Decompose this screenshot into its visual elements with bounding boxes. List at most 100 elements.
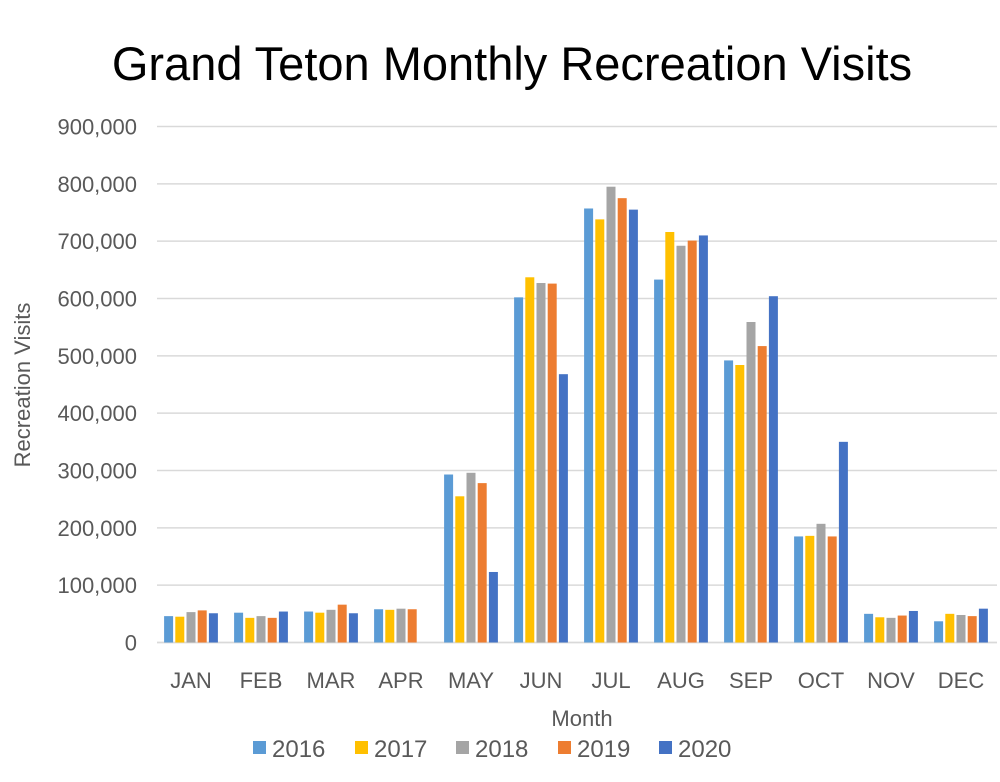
bar-feb-2019 <box>267 617 277 643</box>
bar-sep-2017 <box>735 365 745 643</box>
bar-jul-2016 <box>584 208 594 643</box>
bar-aug-2018 <box>676 245 686 643</box>
bar-mar-2017 <box>315 612 325 643</box>
bar-jun-2017 <box>525 277 535 643</box>
bar-aug-2020 <box>698 235 708 643</box>
x-tick-label: MAR <box>307 668 356 693</box>
bar-feb-2017 <box>245 617 255 643</box>
bar-oct-2016 <box>794 536 804 643</box>
y-axis-ticks: 0 100,000 200,000 300,000 400,000 500,000 600,… <box>57 115 137 656</box>
legend-label: 2017 <box>374 736 427 763</box>
bar-oct-2020 <box>838 441 848 643</box>
y-axis-title: Recreation Visits <box>10 303 35 468</box>
bar-may-2020 <box>488 571 498 643</box>
bar-apr-2018 <box>396 608 406 643</box>
y-tick-label: 400,000 <box>57 401 137 426</box>
bar-jan-2018 <box>186 612 196 643</box>
legend-label: 2016 <box>272 736 325 763</box>
bar-jun-2019 <box>547 283 557 643</box>
bars <box>164 186 988 643</box>
x-tick-label: AUG <box>657 668 705 693</box>
y-tick-label: 600,000 <box>57 287 137 312</box>
y-tick-label: 900,000 <box>57 115 137 140</box>
y-tick-label: 500,000 <box>57 344 137 369</box>
x-tick-label: APR <box>378 668 423 693</box>
x-tick-label: OCT <box>798 668 844 693</box>
bar-nov-2020 <box>908 610 918 643</box>
bar-nov-2018 <box>886 617 896 643</box>
x-tick-label: JAN <box>170 668 212 693</box>
bar-jan-2020 <box>208 613 218 643</box>
bar-aug-2017 <box>665 231 675 643</box>
bar-mar-2020 <box>348 613 358 643</box>
bar-sep-2019 <box>757 346 767 643</box>
y-tick-label: 800,000 <box>57 172 137 197</box>
x-tick-label: NOV <box>867 668 915 693</box>
bar-jun-2020 <box>558 374 568 643</box>
bar-oct-2019 <box>827 536 837 643</box>
y-tick-label: 700,000 <box>57 229 137 254</box>
bar-aug-2019 <box>687 240 697 643</box>
legend-label: 2018 <box>475 736 528 763</box>
bar-jul-2017 <box>595 219 605 643</box>
legend-swatch-2018 <box>456 741 469 754</box>
legend-swatch-2019 <box>558 741 571 754</box>
bar-dec-2016 <box>934 621 944 643</box>
gridlines <box>157 125 997 644</box>
bar-mar-2019 <box>337 604 347 643</box>
legend-label: 2020 <box>678 736 731 763</box>
bar-mar-2018 <box>326 609 336 643</box>
x-tick-label: DEC <box>938 668 985 693</box>
bar-aug-2016 <box>654 279 664 643</box>
bar-jul-2020 <box>628 209 638 643</box>
bar-feb-2020 <box>278 611 288 643</box>
bar-feb-2016 <box>234 612 244 643</box>
chart-title: Grand Teton Monthly Recreation Visits <box>112 37 912 90</box>
bar-mar-2016 <box>304 611 314 643</box>
bar-dec-2019 <box>967 616 977 643</box>
bar-jan-2017 <box>175 616 185 643</box>
bar-may-2019 <box>477 483 487 643</box>
bar-may-2016 <box>444 474 454 643</box>
bar-sep-2018 <box>746 322 756 643</box>
bar-may-2018 <box>466 472 476 643</box>
bar-apr-2016 <box>374 609 384 643</box>
x-tick-label: JUN <box>520 668 563 693</box>
bar-sep-2016 <box>724 360 734 643</box>
bar-dec-2017 <box>945 613 955 643</box>
x-axis-ticks: JAN FEB MAR APR MAY JUN JUL AUG SEP OCT NOV DEC <box>170 668 984 693</box>
legend: 2016 2017 2018 2019 2020 <box>253 736 731 763</box>
y-tick-label: 0 <box>125 631 137 656</box>
bar-jun-2016 <box>514 297 524 643</box>
y-tick-label: 200,000 <box>57 516 137 541</box>
x-axis-title: Month <box>551 706 612 731</box>
bar-jan-2016 <box>164 616 174 643</box>
bar-dec-2020 <box>978 608 988 643</box>
bar-jul-2019 <box>617 198 627 643</box>
bar-nov-2017 <box>875 617 885 643</box>
x-tick-label: SEP <box>729 668 773 693</box>
legend-label: 2019 <box>577 736 630 763</box>
y-tick-label: 300,000 <box>57 459 137 484</box>
x-tick-label: FEB <box>240 668 283 693</box>
bar-feb-2018 <box>256 616 266 643</box>
bar-jun-2018 <box>536 283 546 643</box>
bar-apr-2019 <box>407 609 417 643</box>
bar-oct-2017 <box>805 535 815 643</box>
bar-oct-2018 <box>816 523 826 643</box>
legend-swatch-2016 <box>253 741 266 754</box>
bar-jul-2018 <box>606 186 616 643</box>
bar-apr-2017 <box>385 609 395 643</box>
bar-nov-2016 <box>864 613 874 643</box>
x-tick-label: JUL <box>591 668 630 693</box>
bar-may-2017 <box>455 496 465 643</box>
bar-sep-2020 <box>768 296 778 643</box>
legend-swatch-2020 <box>659 741 672 754</box>
legend-swatch-2017 <box>355 741 368 754</box>
x-tick-label: MAY <box>448 668 494 693</box>
bar-jan-2019 <box>197 610 207 643</box>
bar-nov-2019 <box>897 615 907 643</box>
bar-dec-2018 <box>956 614 966 643</box>
y-tick-label: 100,000 <box>57 573 137 598</box>
